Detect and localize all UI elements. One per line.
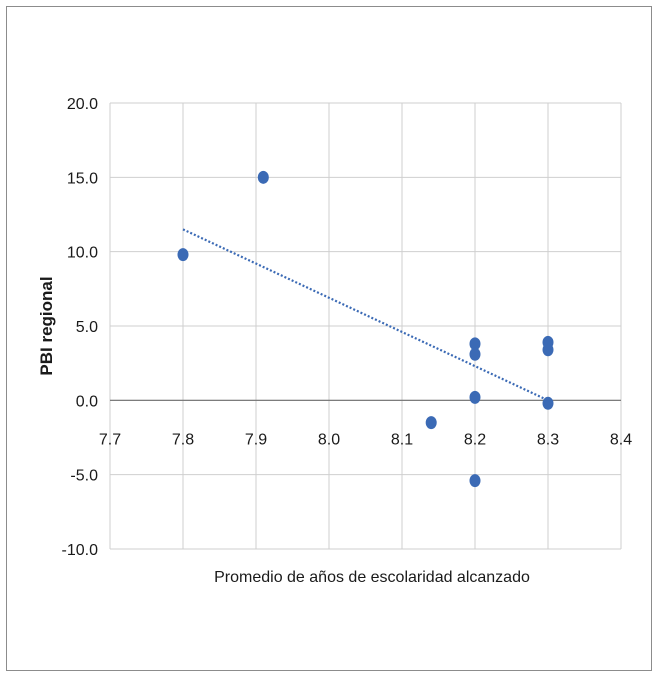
y-tick-label: 10.0 [67, 245, 98, 262]
y-axis-label: PBI regional [37, 276, 56, 375]
trendline [182, 228, 549, 402]
y-tick-label: -5.0 [70, 468, 98, 485]
data-point [257, 170, 269, 184]
x-axis-label: Promedio de años de escolaridad alcanzad… [214, 569, 530, 586]
x-tick-label: 8.2 [464, 431, 486, 448]
y-tick-label: 5.0 [76, 319, 98, 336]
data-point [425, 416, 437, 430]
y-tick-label: -10.0 [62, 542, 99, 559]
data-point [177, 248, 189, 262]
x-tick-label: 8.3 [537, 431, 559, 448]
y-tick-label: 15.0 [67, 170, 98, 187]
grid-lines [109, 102, 622, 550]
data-point [469, 390, 481, 404]
x-tick-label: 8.4 [610, 431, 632, 448]
x-tick-label: 7.9 [245, 431, 267, 448]
x-tick-labels: 7.7 7.8 7.9 8.0 8.1 8.2 8.3 8.4 [99, 431, 632, 448]
data-points [177, 170, 554, 488]
chart-frame [6, 6, 652, 671]
x-tick-label: 8.1 [391, 431, 413, 448]
data-point [542, 343, 554, 357]
x-tick-label: 7.7 [99, 431, 121, 448]
data-point [542, 396, 554, 410]
data-point [469, 347, 481, 361]
x-tick-label: 7.8 [172, 431, 194, 448]
data-point [469, 474, 481, 488]
trendline-group [182, 228, 549, 402]
y-tick-label: 0.0 [76, 393, 98, 410]
y-tick-labels: 20.0 15.0 10.0 5.0 0.0 -5.0 -10.0 [62, 96, 99, 559]
y-tick-label: 20.0 [67, 96, 98, 113]
data-point [469, 337, 481, 351]
x-tick-label: 8.0 [318, 431, 340, 448]
